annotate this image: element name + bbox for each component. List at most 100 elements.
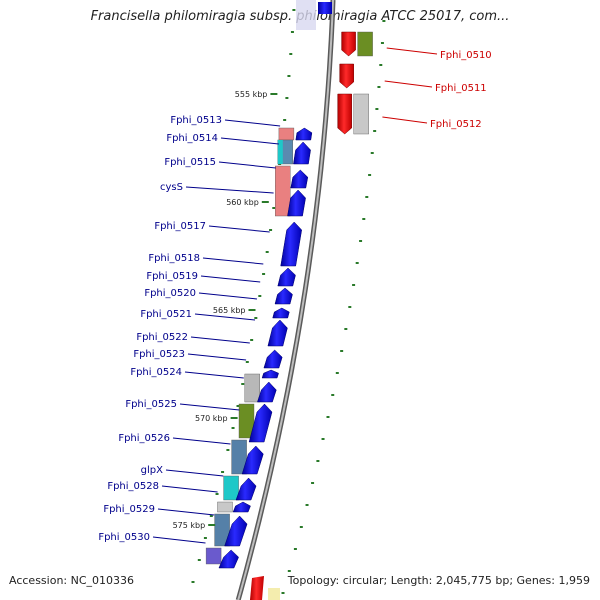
leader-line: [161, 485, 218, 493]
genome-summary: Topology: circular; Length: 2,045,775 bp…: [287, 574, 591, 587]
accession-info: Accession: NC_010336: [9, 574, 134, 587]
reverse-gene-arrow: [337, 93, 352, 135]
feature-track: [205, 31, 373, 565]
forward-gene-arrow: [218, 549, 239, 569]
genome-backbone: [235, 0, 336, 600]
forward-gene-arrow: [280, 221, 302, 267]
genes-label: Genes:: [516, 574, 555, 587]
leader-line: [208, 225, 270, 233]
forward-gene-arrow: [235, 477, 257, 501]
feature-block: [357, 31, 373, 57]
leader-line: [172, 437, 231, 445]
forward-gene-arrow: [261, 369, 279, 379]
topology-value: circular: [342, 574, 384, 587]
forward-gene-arrow: [232, 501, 251, 513]
feature-block: [296, 0, 316, 30]
leader-line: [202, 257, 264, 265]
forward-gene-label: Fphi_0525: [125, 399, 177, 410]
leader-line: [185, 186, 274, 194]
forward-gene-arrow: [224, 515, 248, 547]
reverse-gene-label: Fphi_0511: [435, 83, 487, 94]
forward-gene-arrow: [241, 445, 264, 475]
forward-gene-label: Fphi_0522: [136, 332, 188, 343]
reverse-gene-arrow: [341, 31, 356, 57]
leader-line: [190, 336, 250, 344]
feature-block: [353, 93, 369, 135]
leader-line: [194, 313, 256, 321]
forward-gene-label: Fphi_0524: [130, 367, 182, 378]
length-label: Length:: [390, 574, 433, 587]
feature-block: [214, 513, 230, 547]
leader-line: [386, 47, 438, 55]
forward-gene-arrow: [277, 267, 296, 287]
forward-gene-label: Fphi_0526: [118, 433, 170, 444]
forward-gene-label: Fphi_0513: [170, 115, 222, 126]
feature-block: [275, 165, 291, 217]
forward-gene-label: Fphi_0528: [107, 481, 159, 492]
leader-line: [224, 119, 281, 127]
leader-line: [152, 536, 206, 544]
reverse-gene-arrow: [250, 576, 264, 600]
kbp-markers: 555 kbp 560 kbp 565 kbp 570 kbp 575 kbp: [173, 90, 278, 530]
feature-block: [244, 373, 261, 403]
feature-block: [217, 501, 233, 513]
forward-gene-arrow: [318, 2, 332, 14]
forward-gene-arrow: [263, 349, 283, 369]
forward-gene-arrow: [295, 127, 313, 141]
reverse-gene-arrow: [339, 63, 354, 89]
forward-gene-arrow: [274, 287, 293, 305]
forward-gene-label: Fphi_0529: [103, 504, 155, 515]
forward-gene-label: Fphi_0517: [154, 221, 206, 232]
topology-label: Topology:: [287, 574, 340, 587]
feature-block: [268, 588, 280, 600]
forward-gene-arrow: [287, 189, 306, 217]
forward-gene-label: Fphi_0520: [144, 288, 196, 299]
forward-gene-arrow: [293, 141, 311, 165]
accession-label: Accession:: [9, 574, 68, 587]
kbp-marker-label: 555 kbp: [235, 90, 268, 99]
forward-gene-arrow: [267, 319, 288, 347]
genes-value: 1,959: [558, 574, 591, 587]
forward-gene-label: cysS: [160, 182, 183, 193]
leader-line: [218, 161, 276, 169]
forward-gene-label: glpX: [141, 465, 163, 476]
leader-line: [198, 292, 258, 300]
leader-line: [184, 371, 244, 379]
forward-gene-label: Fphi_0523: [133, 349, 185, 360]
leader-line: [187, 353, 247, 361]
leader-line: [382, 116, 428, 124]
gene-track: [218, 0, 356, 600]
gene-labels: Fphi_0513 Fphi_0514 Fphi_0515 cysS Fphi_0517…: [98, 47, 492, 544]
feature-block: [238, 403, 255, 439]
feature-block: [231, 439, 247, 475]
leader-line: [179, 403, 240, 411]
forward-gene-label: Fphi_0518: [148, 253, 200, 264]
feature-block: [223, 475, 239, 501]
feature-block: [205, 547, 222, 565]
leader-line: [384, 80, 433, 88]
forward-gene-arrow: [248, 403, 273, 443]
feature-block: [278, 127, 295, 141]
kbp-marker-label: 570 kbp: [195, 414, 228, 423]
forward-gene-arrow: [272, 307, 290, 319]
forward-gene-arrow: [290, 169, 309, 189]
leader-line: [157, 508, 215, 516]
forward-gene-label: Fphi_0515: [164, 157, 216, 168]
kbp-marker-label: 575 kbp: [173, 521, 206, 530]
leader-line: [220, 137, 279, 145]
leader-line: [165, 469, 224, 477]
kbp-marker-label: 565 kbp: [213, 306, 246, 315]
kbp-marker-label: 560 kbp: [226, 198, 259, 207]
leader-line: [200, 275, 261, 283]
forward-gene-label: Fphi_0519: [146, 271, 198, 282]
forward-gene-label: Fphi_0521: [140, 309, 192, 320]
forward-gene-label: Fphi_0514: [166, 133, 218, 144]
reverse-gene-label: Fphi_0510: [440, 50, 492, 61]
accession-value: NC_010336: [70, 574, 135, 587]
forward-gene-label: Fphi_0530: [98, 532, 150, 543]
feature-block: [277, 140, 283, 164]
backbone-highlight: [237, 0, 334, 600]
forward-gene-arrow: [257, 381, 277, 403]
reverse-gene-label: Fphi_0512: [430, 119, 482, 130]
